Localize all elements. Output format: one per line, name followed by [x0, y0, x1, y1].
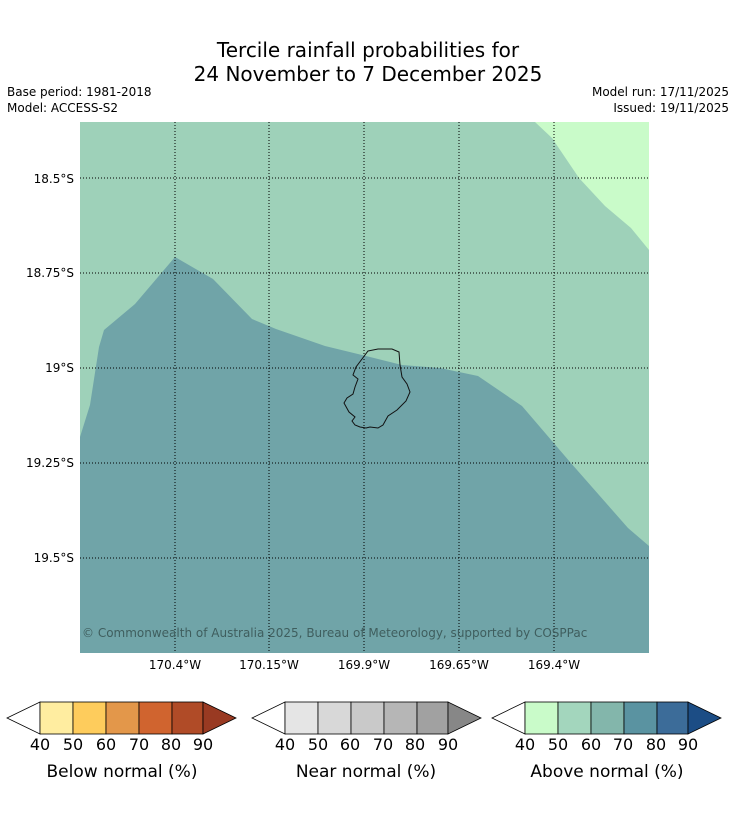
cbar-swatch [656, 701, 689, 735]
base-period: Base period: 1981-2018 [7, 85, 152, 99]
lon-label: 170.15°W [239, 658, 299, 672]
copyright-notice: © Commonwealth of Australia 2025, Bureau… [82, 626, 587, 640]
cbar-tick: 80 [645, 735, 667, 754]
map: © Commonwealth of Australia 2025, Bureau… [80, 122, 649, 653]
cbar-tick: 90 [437, 735, 459, 754]
cbar-tick: 80 [160, 735, 182, 754]
cbar-swatch [590, 701, 625, 735]
near-normal-colorbar [251, 701, 482, 735]
lon-label: 170.4°W [148, 658, 202, 672]
cbar-tick: 90 [192, 735, 214, 754]
below-normal-label: Below normal (%) [46, 762, 198, 782]
lon-label: 169.9°W [337, 658, 391, 672]
cbar-swatch [317, 701, 352, 735]
cbar-tick: 70 [612, 735, 634, 754]
above-normal-label: Above normal (%) [530, 762, 684, 782]
cbar-tick: 50 [307, 735, 329, 754]
model-run-date: Model run: 17/11/2025 [591, 85, 729, 99]
cbar-tick: 50 [62, 735, 84, 754]
island-outline [343, 348, 411, 429]
above-50-region [535, 122, 649, 250]
cbar-swatch [72, 701, 107, 735]
cbar-swatch [416, 701, 449, 735]
lat-label: 19°S [45, 361, 74, 375]
colorbars [6, 701, 722, 735]
cbar-tick: 70 [372, 735, 394, 754]
cbar-min-extension [251, 701, 286, 735]
map-title-line2: 24 November to 7 December 2025 [193, 62, 543, 86]
lat-label: 19.25°S [26, 456, 74, 470]
cbar-tick: 60 [580, 735, 602, 754]
cbar-swatch [524, 701, 559, 735]
cbar-tick: 60 [339, 735, 361, 754]
lat-label: 18.5°S [33, 172, 74, 186]
cbar-tick: 40 [514, 735, 536, 754]
cbar-swatch [383, 701, 418, 735]
lon-label: 169.65°W [429, 658, 489, 672]
cbar-swatch [105, 701, 140, 735]
cbar-tick: 50 [547, 735, 569, 754]
near-normal-label: Near normal (%) [295, 762, 437, 782]
cbar-swatch [171, 701, 204, 735]
cbar-tick: 90 [677, 735, 699, 754]
lon-label: 169.4°W [527, 658, 581, 672]
model-name: Model: ACCESS-S2 [7, 101, 119, 115]
lat-gridlines [80, 177, 649, 559]
cbar-swatch [557, 701, 592, 735]
cbar-min-extension [6, 701, 41, 735]
map-title-line1: Tercile rainfall probabilities for [216, 38, 520, 62]
cbar-max-extension [202, 701, 237, 735]
issued-date: Issued: 19/11/2025 [613, 101, 729, 115]
cbar-swatch [623, 701, 658, 735]
cbar-max-extension [447, 701, 482, 735]
cbar-swatch [350, 701, 385, 735]
below-normal-colorbar [6, 701, 237, 735]
cbar-tick: 40 [274, 735, 296, 754]
cbar-swatch [284, 701, 319, 735]
lat-label: 19.5°S [33, 551, 74, 565]
cbar-max-extension [687, 701, 722, 735]
above-normal-colorbar [491, 701, 722, 735]
cbar-swatch [39, 701, 74, 735]
cbar-tick: 80 [404, 735, 426, 754]
cbar-min-extension [491, 701, 526, 735]
lat-label: 18.75°S [26, 266, 74, 280]
cbar-tick: 40 [29, 735, 51, 754]
cbar-swatch [138, 701, 173, 735]
cbar-tick: 70 [128, 735, 150, 754]
cbar-tick: 60 [95, 735, 117, 754]
